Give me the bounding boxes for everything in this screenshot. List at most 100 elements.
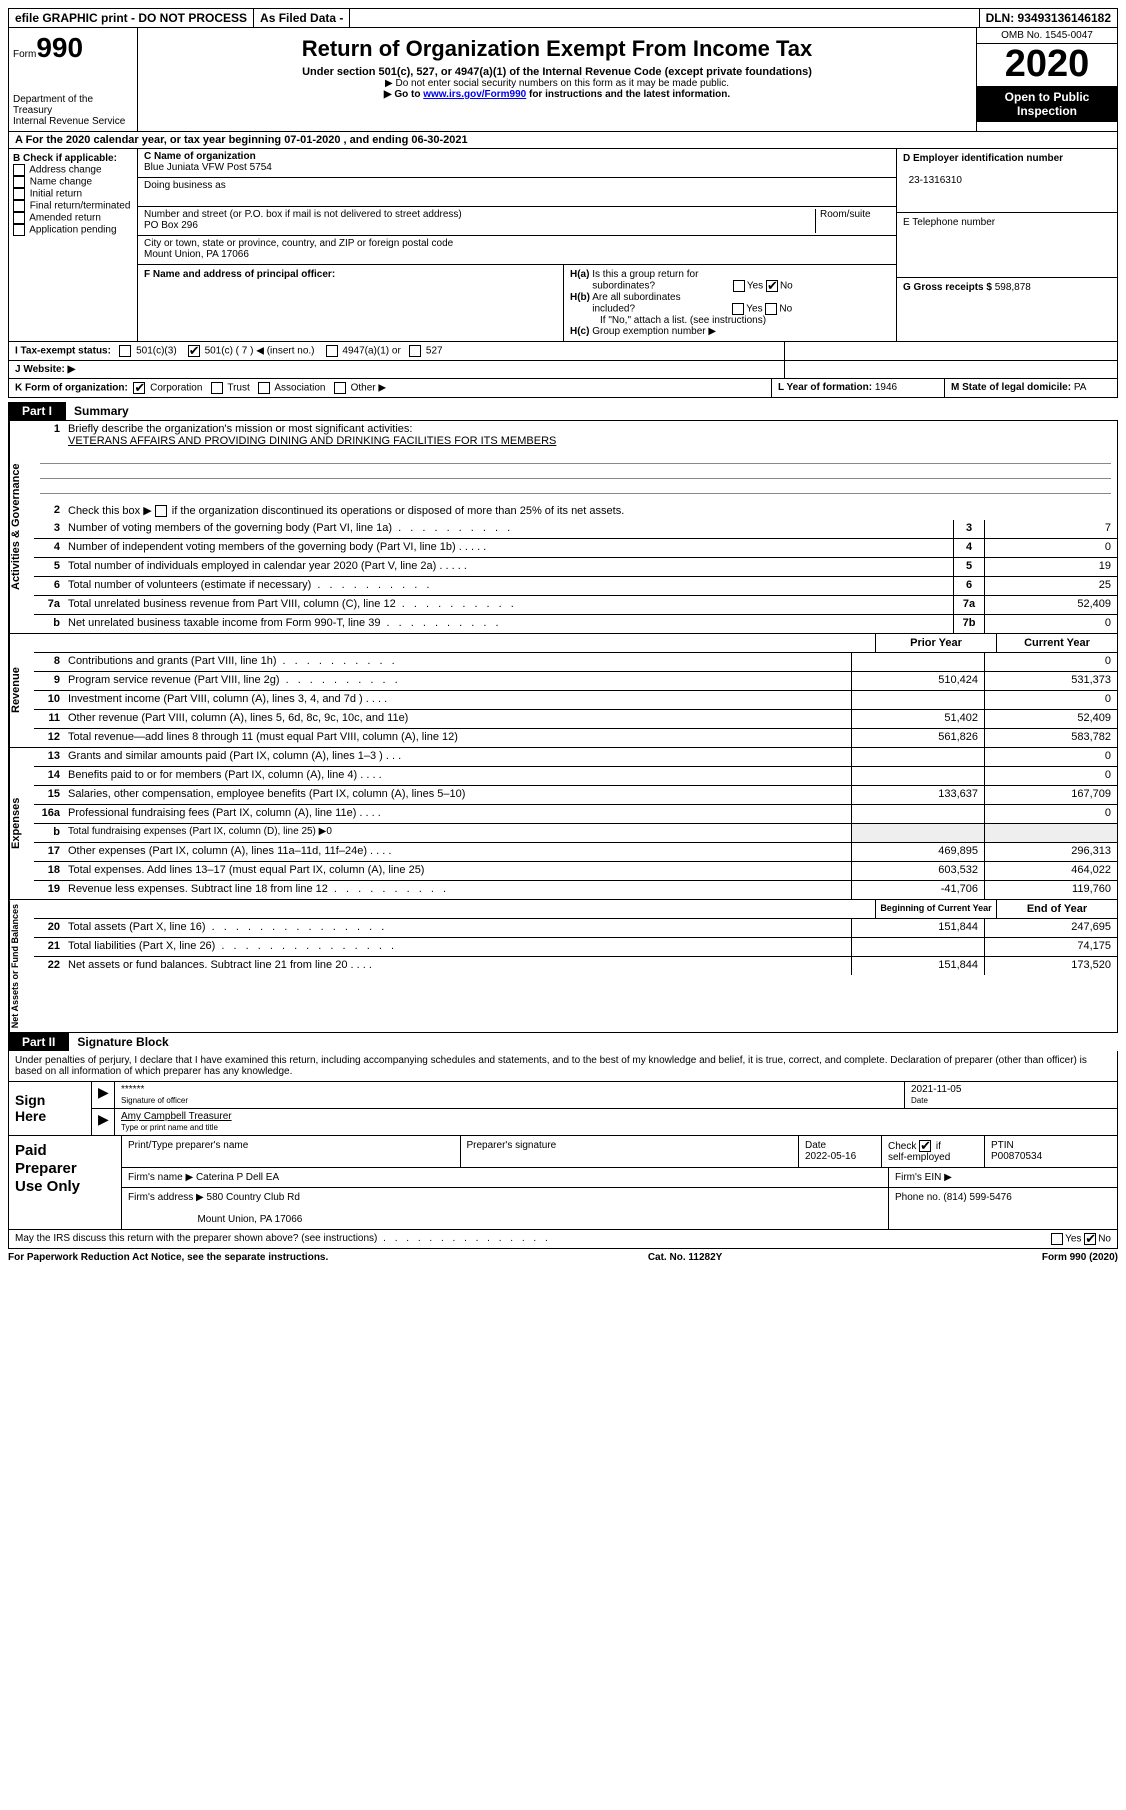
l17-prior: 469,895 xyxy=(851,843,984,861)
sign-here-label: SignHere xyxy=(9,1082,92,1135)
row-i-status: I Tax-exempt status: 501(c)(3) 501(c) ( … xyxy=(8,342,1118,361)
l3-value: 7 xyxy=(985,520,1117,538)
col-de: D Employer identification number 23-1316… xyxy=(896,149,1117,341)
col-f-officer: F Name and address of principal officer: xyxy=(138,265,564,341)
irs-link[interactable]: www.irs.gov/Form990 xyxy=(423,89,526,100)
mission-text: VETERANS AFFAIRS AND PROVIDING DINING AN… xyxy=(68,435,556,447)
l11-prior: 51,402 xyxy=(851,710,984,728)
cb-trust[interactable] xyxy=(211,382,223,394)
l20-end: 247,695 xyxy=(984,919,1117,937)
form-page-number: Form 990 (2020) xyxy=(1042,1252,1118,1263)
l21-end: 74,175 xyxy=(984,938,1117,956)
room-suite: Room/suite xyxy=(816,209,890,233)
sign-here-row: SignHere ▶ ******Signature of officer 20… xyxy=(9,1081,1117,1135)
expenses-label: Expenses xyxy=(9,748,34,899)
cb-hb-yes[interactable] xyxy=(732,303,744,315)
l10-current: 0 xyxy=(984,691,1117,709)
tax-year: 2020 xyxy=(977,44,1117,86)
l7b-value: 0 xyxy=(985,615,1117,633)
cb-name-change[interactable] xyxy=(13,176,25,188)
gross-receipts-row: G Gross receipts $ 598,878 xyxy=(897,278,1117,341)
l9-prior: 510,424 xyxy=(851,672,984,690)
l15-prior: 133,637 xyxy=(851,786,984,804)
form-subtitle: Under section 501(c), 527, or 4947(a)(1)… xyxy=(146,66,968,78)
part1-tab: Part I xyxy=(8,402,66,420)
year-formed: 1946 xyxy=(875,382,897,393)
org-city: Mount Union, PA 17066 xyxy=(144,249,249,260)
paperwork-notice: For Paperwork Reduction Act Notice, see … xyxy=(8,1252,328,1263)
asfiled-label: As Filed Data - xyxy=(254,9,350,27)
org-address: PO Box 296 xyxy=(144,220,198,231)
cb-address-change[interactable] xyxy=(13,164,25,176)
cb-amended-return[interactable] xyxy=(13,212,25,224)
l6-value: 25 xyxy=(985,577,1117,595)
address-row: Number and street (or P.O. box if mail i… xyxy=(138,207,896,236)
firm-name: Caterina P Dell EA xyxy=(196,1172,279,1183)
header-left: Form990 Department of the TreasuryIntern… xyxy=(9,28,138,131)
signature-block: Under penalties of perjury, I declare th… xyxy=(8,1051,1118,1249)
sign-date: 2021-11-05 xyxy=(911,1084,961,1095)
firm-phone: (814) 599-5476 xyxy=(943,1192,1011,1203)
discuss-row: May the IRS discuss this return with the… xyxy=(9,1229,1117,1248)
header-center: Return of Organization Exempt From Incom… xyxy=(138,28,976,131)
cb-discuss-no[interactable] xyxy=(1084,1233,1096,1245)
cb-final-return[interactable] xyxy=(13,200,25,212)
governance-label: Activities & Governance xyxy=(9,421,34,633)
l15-current: 167,709 xyxy=(984,786,1117,804)
l22-begin: 151,844 xyxy=(851,957,984,975)
phone-row: E Telephone number xyxy=(897,213,1117,277)
arrow-icon: ▶ xyxy=(98,1111,109,1127)
ein-value: 23-1316310 xyxy=(909,175,962,186)
l14-current: 0 xyxy=(984,767,1117,785)
part1-title: Summary xyxy=(66,402,137,420)
netassets-label: Net Assets or Fund Balances xyxy=(9,900,34,1032)
officer-name: Amy Campbell Treasurer xyxy=(121,1111,232,1122)
l13-current: 0 xyxy=(984,748,1117,766)
cb-discontinued[interactable] xyxy=(155,505,167,517)
l5-value: 19 xyxy=(985,558,1117,576)
l11-current: 52,409 xyxy=(984,710,1117,728)
preparer-label: PaidPreparerUse Only xyxy=(9,1136,122,1229)
part1-header: Part I Summary xyxy=(8,402,1118,420)
cb-corp[interactable] xyxy=(133,382,145,394)
part2-title: Signature Block xyxy=(69,1033,176,1051)
part2-header: Part II Signature Block xyxy=(8,1033,1118,1051)
topbar: efile GRAPHIC print - DO NOT PROCESS As … xyxy=(8,8,1118,28)
col-h-group: H(a) Is this a group return for subordin… xyxy=(564,265,896,341)
revenue-label: Revenue xyxy=(9,634,34,747)
ptin: P00870534 xyxy=(991,1151,1042,1162)
goto-note: ▶ Go to www.irs.gov/Form990 for instruct… xyxy=(146,89,968,100)
firm-addr1: 580 Country Club Rd xyxy=(207,1192,300,1203)
cat-number: Cat. No. 11282Y xyxy=(648,1252,722,1263)
cb-application-pending[interactable] xyxy=(13,224,25,236)
l12-prior: 561,826 xyxy=(851,729,984,747)
cb-501c3[interactable] xyxy=(119,345,131,357)
cb-4947[interactable] xyxy=(326,345,338,357)
dln: DLN: 93493136146182 xyxy=(980,9,1117,27)
ssn-note: ▶ Do not enter social security numbers o… xyxy=(146,78,968,89)
l12-current: 583,782 xyxy=(984,729,1117,747)
row-klm: K Form of organization: Corporation Trus… xyxy=(8,379,1118,398)
cb-ha-no[interactable] xyxy=(766,280,778,292)
l18-prior: 603,532 xyxy=(851,862,984,880)
cb-assoc[interactable] xyxy=(258,382,270,394)
row-a-tax-year: A For the 2020 calendar year, or tax yea… xyxy=(8,132,1118,149)
cb-other[interactable] xyxy=(334,382,346,394)
expenses-section: Expenses 13Grants and similar amounts pa… xyxy=(8,748,1118,900)
l20-begin: 151,844 xyxy=(851,919,984,937)
l17-current: 296,313 xyxy=(984,843,1117,861)
officer-sig: ****** xyxy=(121,1084,144,1095)
part2-tab: Part II xyxy=(8,1033,69,1051)
cb-discuss-yes[interactable] xyxy=(1051,1233,1063,1245)
l16a-current: 0 xyxy=(984,805,1117,823)
cb-501c[interactable] xyxy=(188,345,200,357)
arrow-icon: ▶ xyxy=(98,1084,109,1100)
cb-527[interactable] xyxy=(409,345,421,357)
cb-hb-no[interactable] xyxy=(765,303,777,315)
omb-number: OMB No. 1545-0047 xyxy=(977,28,1117,44)
cb-ha-yes[interactable] xyxy=(733,280,745,292)
cb-self-employed[interactable] xyxy=(919,1140,931,1152)
cb-initial-return[interactable] xyxy=(13,188,25,200)
revenue-section: Revenue Prior YearCurrent Year 8Contribu… xyxy=(8,634,1118,748)
header-right: OMB No. 1545-0047 2020 Open to Public In… xyxy=(976,28,1117,131)
